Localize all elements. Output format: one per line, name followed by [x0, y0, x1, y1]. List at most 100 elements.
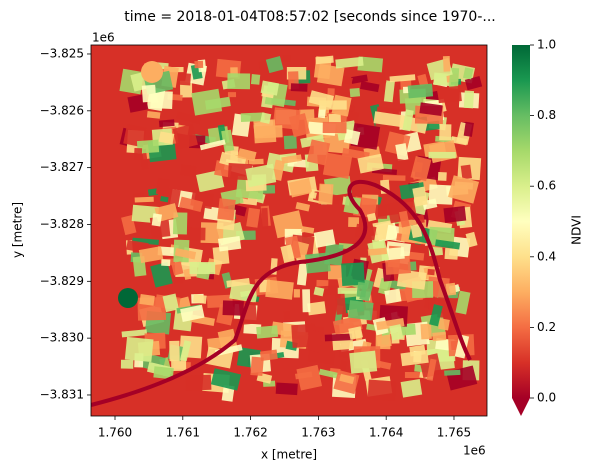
field — [280, 244, 295, 264]
field — [259, 349, 278, 362]
field — [438, 318, 450, 331]
field — [255, 125, 283, 139]
y-axis-label: y [metre] — [11, 202, 25, 258]
field — [434, 239, 461, 250]
field — [146, 111, 161, 119]
field — [378, 71, 387, 84]
field — [217, 198, 236, 221]
field — [134, 196, 154, 203]
field — [221, 129, 235, 152]
field — [335, 56, 364, 69]
field — [396, 269, 427, 290]
field — [210, 368, 242, 391]
field — [290, 83, 308, 92]
y-offset: 1e6 — [92, 31, 115, 45]
field — [293, 289, 300, 298]
field — [373, 111, 403, 128]
x-offset: 1e6 — [463, 444, 486, 458]
field — [189, 262, 216, 275]
field — [367, 247, 388, 256]
field — [367, 379, 397, 402]
field — [133, 147, 143, 161]
field — [283, 135, 297, 150]
field — [389, 324, 404, 341]
field — [427, 268, 435, 276]
field — [296, 364, 323, 391]
field — [265, 55, 284, 74]
field — [158, 119, 175, 128]
y-tick-label: −3.828 — [40, 217, 84, 231]
field — [437, 171, 447, 181]
field — [212, 246, 230, 265]
field — [410, 155, 432, 182]
field — [450, 136, 468, 146]
field — [141, 84, 157, 103]
field — [334, 293, 347, 315]
field — [382, 174, 406, 181]
field — [349, 87, 361, 98]
field — [288, 178, 313, 198]
field — [261, 207, 269, 230]
field — [153, 366, 174, 380]
field — [366, 212, 377, 222]
field — [348, 217, 360, 228]
field — [173, 72, 192, 86]
field — [341, 147, 370, 161]
chart-title: time = 2018-01-04T08:57:02 [seconds sinc… — [124, 9, 496, 25]
pivot — [141, 61, 163, 83]
field — [348, 300, 374, 321]
field — [192, 294, 207, 304]
field — [463, 67, 474, 80]
field — [301, 226, 315, 234]
field — [185, 374, 212, 391]
field — [307, 301, 327, 316]
field — [442, 55, 451, 72]
field — [337, 287, 360, 294]
field — [169, 340, 180, 362]
field — [250, 74, 261, 85]
field — [376, 334, 392, 348]
field — [204, 96, 231, 110]
field — [151, 213, 163, 227]
field — [250, 356, 264, 376]
y-tick-label: −3.826 — [40, 103, 84, 117]
colorbar — [512, 45, 530, 398]
field — [302, 289, 311, 313]
field — [295, 201, 311, 212]
field — [432, 331, 447, 342]
field — [136, 139, 160, 154]
x-tick-label: 1.762 — [233, 426, 267, 440]
colorbar-tick-label: 0.0 — [537, 391, 556, 405]
field — [237, 148, 257, 162]
field — [439, 124, 452, 141]
field — [138, 246, 164, 264]
field — [227, 92, 237, 98]
field — [444, 369, 461, 376]
field — [322, 121, 347, 134]
field — [410, 223, 423, 239]
colorbar-label: NDVI — [570, 215, 584, 245]
field — [426, 358, 437, 381]
colorbar-extend — [512, 398, 530, 416]
pivot — [118, 288, 138, 308]
field — [429, 304, 443, 327]
field — [147, 188, 159, 196]
field — [271, 159, 285, 181]
x-axis-label: x [metre] — [261, 448, 317, 462]
field — [295, 371, 313, 380]
field — [313, 286, 325, 297]
field — [194, 60, 204, 69]
field — [158, 131, 175, 145]
field — [150, 262, 173, 288]
field — [162, 293, 180, 313]
field — [417, 73, 429, 87]
field — [180, 304, 205, 323]
field — [188, 227, 206, 241]
field — [306, 139, 331, 166]
colorbar-tick-label: 1.0 — [537, 38, 556, 52]
y-tick-label: −3.825 — [40, 46, 84, 60]
field — [412, 186, 428, 207]
field — [348, 326, 364, 340]
field — [172, 123, 198, 150]
